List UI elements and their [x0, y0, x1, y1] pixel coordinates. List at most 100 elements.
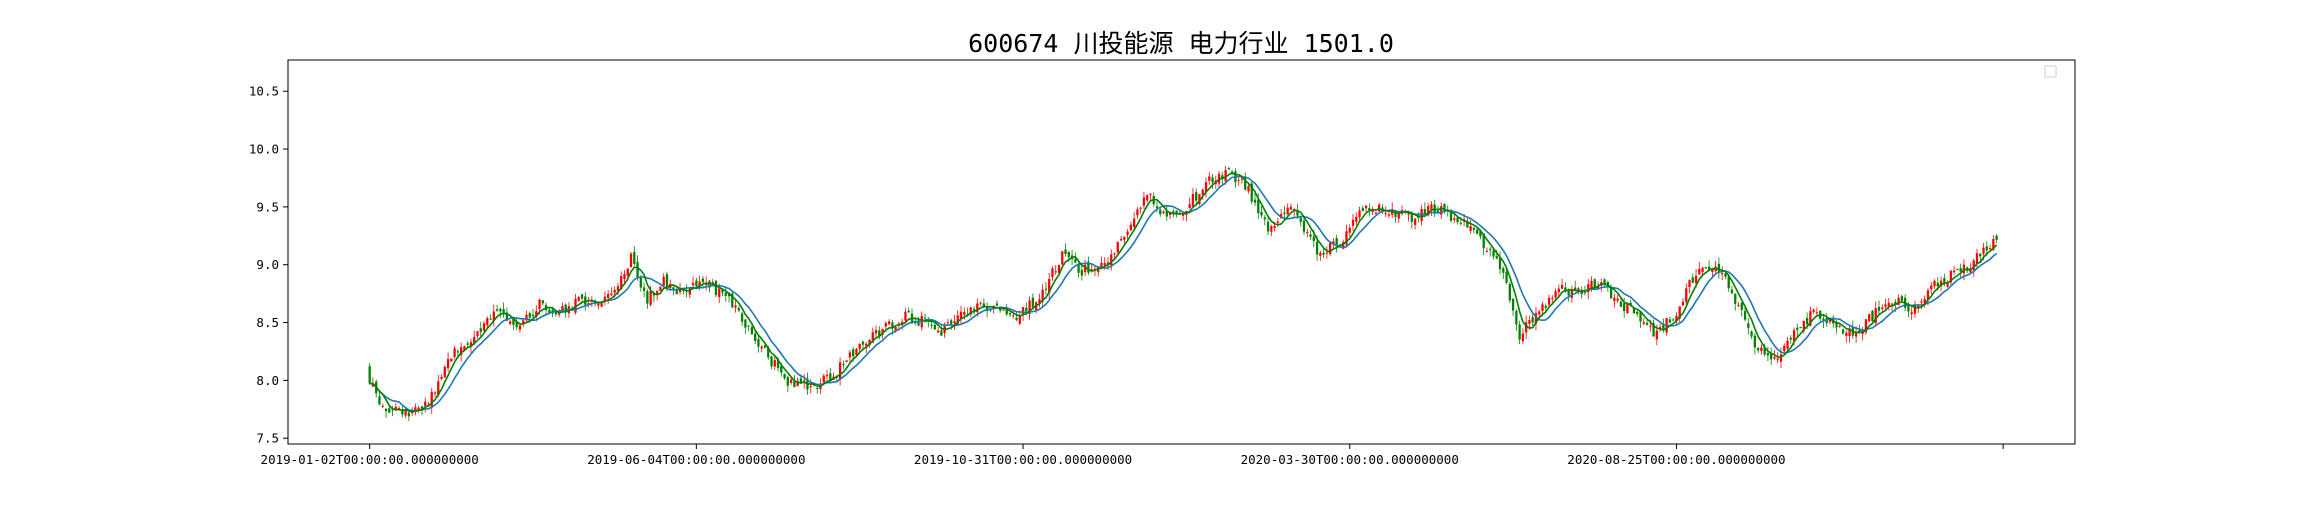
candle-body [476, 331, 479, 337]
candle-body [1188, 204, 1191, 209]
candle-body [1668, 319, 1672, 323]
candle-body [1312, 236, 1315, 241]
y-tick-label: 10.5 [249, 84, 279, 99]
candle-body [528, 313, 531, 318]
candle-body [995, 303, 999, 306]
candle-body [825, 374, 829, 377]
candle-body [1871, 310, 1874, 322]
candle-body [414, 407, 417, 412]
candle-body [953, 321, 956, 324]
candle-body [1750, 331, 1753, 337]
candle-body [656, 290, 659, 296]
candle-body [388, 408, 391, 413]
candle-body [639, 277, 642, 288]
candle-body [1132, 218, 1136, 227]
candle-body [1459, 222, 1462, 224]
candle-body [1756, 348, 1760, 351]
candle-body [852, 349, 855, 357]
candle-body [1776, 358, 1779, 360]
candle-body [1913, 304, 1917, 314]
candle-body [652, 293, 656, 296]
candle-body [1969, 269, 1972, 273]
candle-body [829, 373, 832, 382]
candle-body [770, 356, 773, 367]
candle-body [1541, 304, 1544, 311]
candle-body [1126, 231, 1129, 235]
candle-body [1449, 213, 1453, 221]
candle-body [1743, 310, 1747, 320]
candle-body [1195, 192, 1198, 201]
candle-body [718, 288, 721, 297]
candle-body [1642, 322, 1645, 324]
candle-body [561, 305, 564, 312]
candle-body [678, 288, 682, 293]
candle-body [1652, 323, 1655, 337]
candle-body [417, 407, 420, 411]
candle-body [1557, 288, 1560, 293]
candle-body [1476, 229, 1479, 234]
candle-body [803, 380, 806, 382]
candle-body [1427, 206, 1430, 216]
candle-body [750, 327, 754, 335]
candle-body [381, 405, 384, 407]
candle-body [672, 287, 675, 291]
candle-body [1322, 252, 1325, 255]
candle-body [620, 276, 623, 290]
candle-body [636, 261, 639, 278]
candle-body [1551, 298, 1554, 300]
candle-body [1789, 337, 1792, 340]
candle-body [786, 377, 789, 386]
candle-body [378, 396, 381, 405]
candle-body [1721, 273, 1724, 275]
candle-body [646, 291, 649, 304]
candle-body [492, 311, 495, 321]
candle-body [917, 320, 920, 326]
candle-body [1685, 288, 1688, 302]
candle-body [1727, 276, 1730, 289]
candle-body [1936, 282, 1939, 287]
candle-body [861, 341, 865, 345]
candle-body [1015, 317, 1018, 321]
candle-body [1874, 308, 1877, 324]
candle-body [440, 376, 443, 379]
candle-body [1930, 285, 1933, 290]
candle-body [659, 286, 662, 292]
candle-body [1391, 209, 1394, 215]
candle-body [963, 311, 966, 315]
candle-body [1083, 264, 1087, 273]
candle-body [1920, 301, 1923, 303]
candle-body [884, 323, 887, 327]
candle-body [1985, 246, 1988, 251]
candle-body [580, 294, 584, 299]
candle-body [1087, 261, 1090, 273]
candle-body [1270, 226, 1273, 232]
candle-body [894, 327, 897, 332]
candle-body [754, 333, 757, 341]
candle-body [1342, 242, 1345, 249]
candle-body [1146, 195, 1149, 201]
candle-body [424, 401, 427, 406]
candle-body [1554, 291, 1557, 298]
candle-body [1345, 231, 1348, 245]
candle-body [1900, 296, 1903, 301]
candle-body [698, 281, 701, 287]
candle-body [796, 380, 799, 387]
candle-body [1309, 234, 1312, 237]
candle-body [744, 319, 747, 328]
candle-body [1949, 270, 1953, 283]
candle-body [1959, 268, 1962, 272]
candle-body [453, 348, 456, 357]
candle-body [577, 296, 580, 301]
candle-body [1975, 253, 1979, 264]
candle-body [1809, 311, 1812, 326]
candle-body [1142, 197, 1146, 206]
candle-body [502, 309, 505, 315]
candle-body [946, 322, 950, 324]
candle-body [776, 359, 780, 368]
candle-body [531, 314, 535, 317]
candle-body [793, 381, 796, 388]
candle-body [855, 348, 858, 355]
candle-body [427, 404, 430, 406]
candle-body [499, 308, 502, 312]
candle-body [1276, 221, 1280, 224]
